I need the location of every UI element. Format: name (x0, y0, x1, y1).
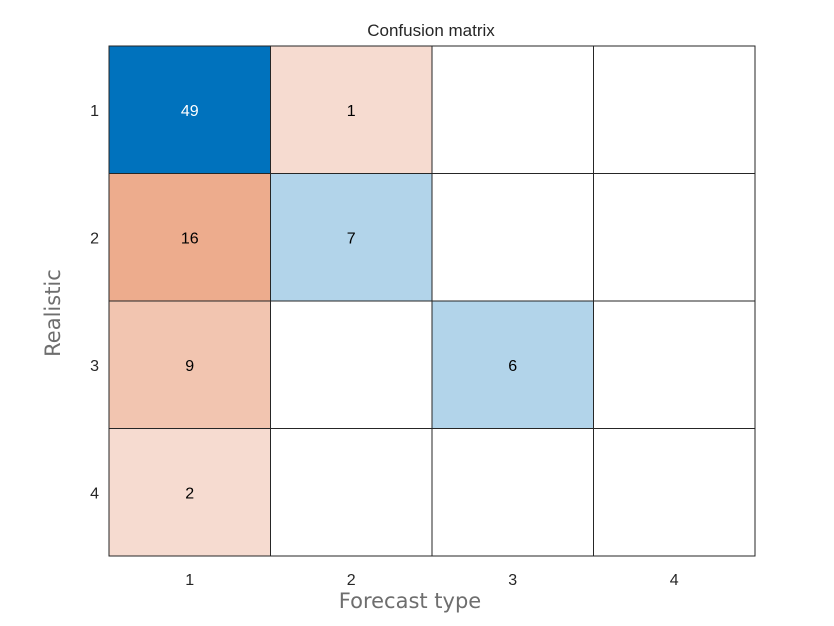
x-tick-labels: 1 2 3 4 (185, 572, 679, 589)
matrix-cell-r1-c3 (431, 45, 594, 174)
matrix-cell-r3-c2 (270, 300, 433, 429)
cell-value-r4-c1: 2 (185, 485, 194, 502)
matrix-cell-r2-c2 (270, 173, 433, 302)
matrix-cell-r4-c2 (270, 428, 433, 557)
matrix-cell-r4-c3 (431, 428, 594, 557)
matrix-cell-r3-c4 (593, 300, 756, 429)
matrix-cell-r4-c1 (108, 428, 271, 557)
matrix-cell-r4-c4 (593, 428, 756, 557)
cell-value-r1-c2: 1 (347, 103, 356, 120)
x-tick-3: 3 (508, 572, 517, 589)
x-tick-4: 4 (670, 572, 679, 589)
cell-value-r3-c3: 6 (508, 358, 517, 375)
chart-title: Confusion matrix (367, 21, 495, 40)
y-tick-1: 1 (90, 103, 99, 120)
y-tick-labels: 1 2 3 4 (90, 103, 99, 503)
matrix-cell-r3-c1 (108, 300, 271, 429)
cell-value-r2-c1: 16 (181, 230, 199, 247)
matrix-cell-r3-c3 (431, 300, 594, 429)
y-tick-3: 3 (90, 358, 99, 375)
y-axis-label: Realistic (41, 269, 65, 357)
matrix-cell-r2-c3 (431, 173, 594, 302)
x-tick-2: 2 (347, 572, 356, 589)
matrix-cell-r1-c1 (108, 45, 271, 174)
y-tick-2: 2 (90, 230, 99, 247)
cell-value-r3-c1: 9 (185, 358, 194, 375)
matrix-cells: 49 1 16 7 9 6 2 (108, 45, 756, 557)
x-axis-label: Forecast type (339, 589, 481, 613)
y-tick-4: 4 (90, 485, 99, 502)
cell-value-r2-c2: 7 (347, 230, 356, 247)
matrix-cell-r1-c2 (270, 45, 433, 174)
matrix-cell-r2-c1 (108, 173, 271, 302)
x-tick-1: 1 (185, 572, 194, 589)
cell-value-r1-c1: 49 (181, 103, 199, 120)
matrix-cell-r2-c4 (593, 173, 756, 302)
matrix-cell-r1-c4 (593, 45, 756, 174)
